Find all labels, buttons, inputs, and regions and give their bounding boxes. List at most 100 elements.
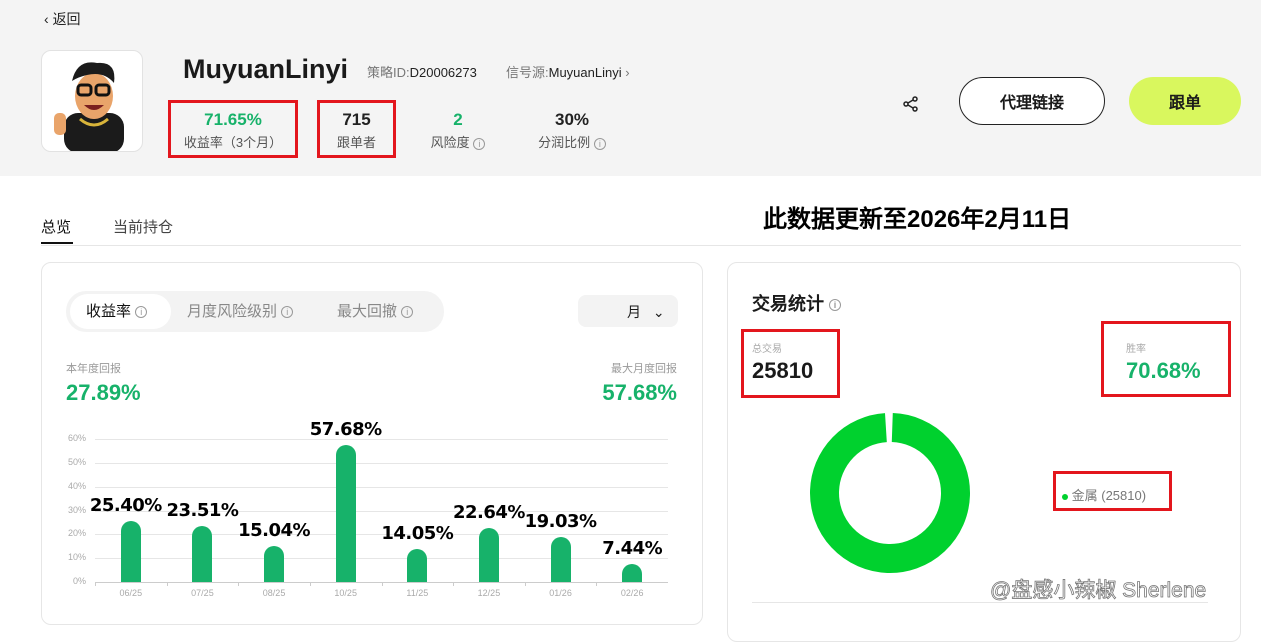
signal-source-value: MuyuanLinyi — [548, 65, 622, 80]
segment-monthly-risk[interactable]: 月度风险级别 i — [187, 300, 294, 321]
max-monthly-label: 最大月度回报 — [611, 363, 677, 375]
segment-label: 收益率 — [86, 303, 132, 320]
tab-overview[interactable]: 总览 — [41, 219, 72, 236]
avatar — [41, 50, 143, 152]
y-tick-label: 50% — [67, 456, 86, 467]
bar-10/25[interactable] — [335, 444, 356, 582]
gridline — [95, 486, 668, 488]
chevron-right-icon: › — [625, 65, 630, 80]
trader-name: MuyuanLinyi — [183, 54, 349, 84]
tab-active-indicator — [41, 242, 73, 244]
stat-profit-share-value: 30% — [554, 110, 590, 129]
segment-label: 月度风险级别 — [187, 303, 278, 320]
stat-return: 71.65% 收益率（3个月） — [168, 110, 298, 151]
info-icon[interactable]: i — [281, 306, 294, 319]
win-rate-value: 70.68% — [1126, 358, 1201, 383]
x-tick — [238, 582, 240, 586]
follow-button[interactable]: 跟单 — [1129, 77, 1241, 125]
stat-profit-share: 30% 分润比例 i — [527, 110, 617, 151]
bar-01/26[interactable] — [550, 536, 571, 582]
trade-stats-card — [727, 262, 1241, 642]
bar-06/25[interactable] — [120, 521, 141, 582]
highlight-box — [317, 100, 396, 158]
share-icon[interactable] — [902, 95, 920, 118]
info-icon[interactable]: i — [135, 306, 148, 319]
y-tick-label: 0% — [72, 576, 86, 586]
segment-label: 最大回撤 — [337, 303, 398, 320]
x-tick — [381, 582, 383, 586]
avatar-illustration — [54, 62, 124, 151]
info-icon[interactable]: i — [829, 299, 842, 312]
gridline — [95, 558, 668, 560]
data-label: 25.40% — [89, 495, 162, 517]
signal-source-label: 信号源: — [506, 65, 549, 80]
bar-07/25[interactable] — [192, 525, 213, 582]
ytd-value: 27.89% — [66, 380, 141, 405]
y-tick-label: 60% — [67, 433, 86, 443]
x-tick — [596, 582, 598, 586]
bar-11/25[interactable] — [407, 548, 428, 582]
x-tick — [95, 582, 96, 586]
stat-risk-value: 2 — [453, 110, 463, 129]
stat-risk: 2 风险度 i — [418, 110, 498, 151]
data-label: 57.68% — [309, 418, 382, 440]
gridline — [95, 439, 668, 440]
trade-stats-title-text: 交易统计 — [752, 294, 824, 314]
donut-chart — [810, 413, 970, 573]
watermark: @盘感小辣椒 Sherlene — [990, 579, 1207, 603]
data-label: 19.03% — [524, 510, 597, 532]
x-tick — [524, 582, 526, 586]
trade-stats-title: 交易统计 i — [752, 290, 842, 316]
gridline — [95, 462, 668, 464]
segment-max-drawdown[interactable]: 最大回撤 i — [337, 300, 414, 321]
y-tick-label: 30% — [67, 504, 86, 515]
update-notice: 此数据更新至2026年2月11日 — [763, 206, 1072, 233]
highlight-box — [168, 100, 298, 158]
gridline — [95, 510, 668, 512]
info-icon[interactable]: i — [401, 306, 414, 319]
stat-followers-label: 跟单者 — [336, 135, 376, 150]
strategy-id-value: D20006273 — [409, 65, 477, 80]
info-icon[interactable]: i — [593, 137, 606, 150]
strategy-id: 策略ID:D20006273 — [367, 62, 477, 81]
signal-source-link[interactable]: 信号源:MuyuanLinyi › — [506, 62, 630, 81]
data-label: 14.05% — [381, 522, 454, 544]
highlight-box — [1101, 321, 1231, 397]
tab-positions[interactable]: 当前持仓 — [113, 219, 174, 236]
period-dropdown[interactable]: 月 ⌄ — [578, 295, 678, 327]
bar-02/26[interactable] — [622, 564, 643, 582]
x-tick-label: 07/25 — [191, 588, 214, 598]
win-rate-label: 胜率 — [1126, 344, 1146, 355]
x-tick — [453, 582, 455, 586]
legend-dot — [1062, 493, 1068, 500]
data-label: 22.64% — [452, 502, 525, 524]
x-tick-label: 06/25 — [119, 588, 143, 598]
x-tick-label: 10/25 — [334, 588, 357, 598]
max-monthly-value: 57.68% — [602, 380, 677, 405]
bar-08/25[interactable] — [264, 546, 285, 582]
stat-followers-value: 715 — [342, 110, 371, 129]
stat-followers: 715 跟单者 — [317, 110, 396, 151]
info-icon[interactable]: i — [473, 137, 486, 150]
chevron-down-icon: ⌄ — [652, 304, 665, 320]
y-tick-label: 40% — [67, 480, 86, 491]
ytd-label: 本年度回报 — [66, 363, 121, 375]
y-tick-label: 10% — [67, 552, 86, 563]
stat-profit-share-label: 分润比例 — [538, 135, 591, 150]
y-tick-label: 20% — [67, 528, 86, 539]
donut-segment-metal[interactable] — [810, 413, 970, 573]
divider — [752, 602, 1208, 603]
agent-link-button[interactable]: 代理链接 — [959, 77, 1105, 125]
period-value: 月 — [627, 304, 641, 320]
total-trades-label: 总交易 — [752, 344, 782, 355]
x-tick-label: 01/26 — [549, 588, 572, 598]
data-label: 15.04% — [238, 520, 311, 542]
segment-return[interactable]: 收益率 i — [86, 300, 148, 321]
bar-12/25[interactable] — [478, 528, 499, 582]
back-button[interactable]: ‹ 返回 — [44, 11, 81, 27]
back-label: 返回 — [52, 11, 81, 27]
divider — [41, 245, 1241, 246]
segment-active-bg — [70, 294, 171, 329]
strategy-id-label: 策略ID: — [367, 65, 410, 80]
legend-item-metal[interactable]: 金属 (25810) — [1062, 485, 1146, 504]
